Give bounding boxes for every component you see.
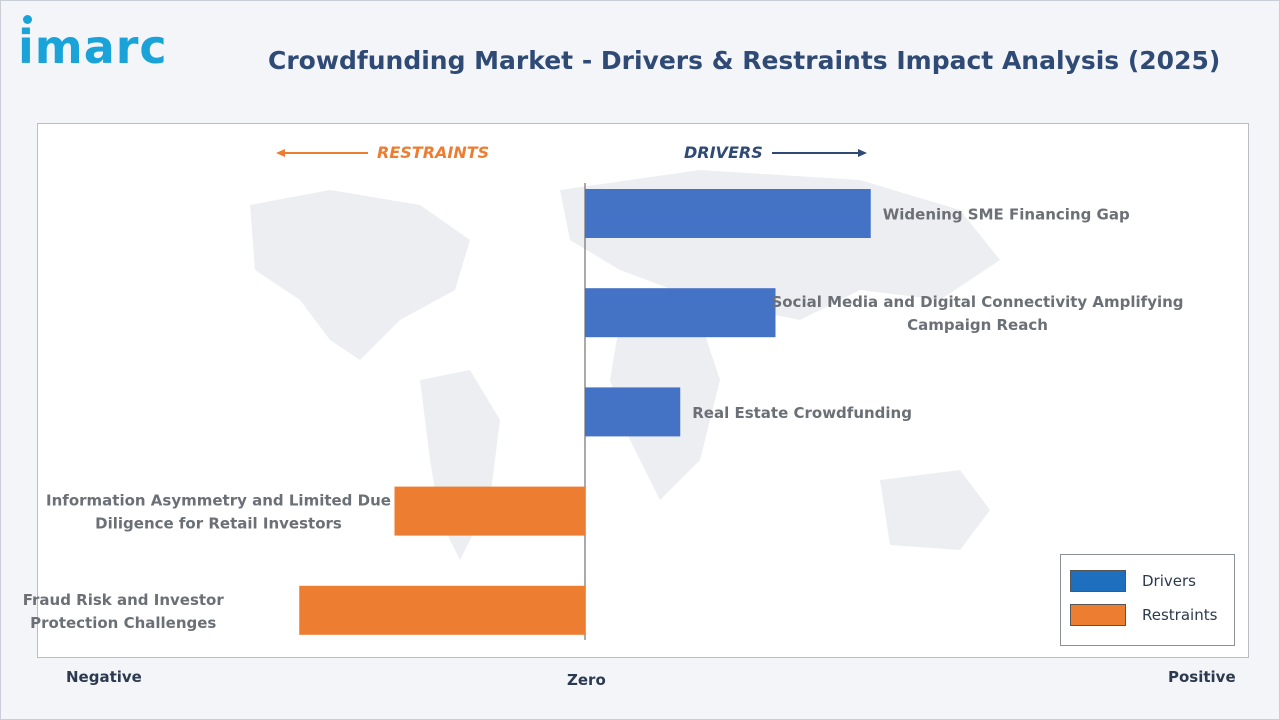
legend-item-restraints: Restraints [1070,603,1217,627]
bar-driver-1 [585,189,871,238]
legend-item-drivers: Drivers [1070,569,1196,593]
chart-title: Crowdfunding Market - Drivers & Restrain… [268,46,1221,75]
logo-dot [23,15,32,24]
axis-zero-label: Zero [567,671,606,689]
drivers-direction [772,149,867,157]
legend-label-drivers: Drivers [1142,572,1196,590]
bar-label-5-line-1: Fraud Risk and Investor [23,591,225,609]
bar-labels-group: Widening SME Financing Gap Social Media a… [23,206,1184,632]
bar-label-2-line-2: Campaign Reach [907,316,1048,334]
legend-swatch-restraints [1070,604,1126,626]
restraints-direction [276,149,368,157]
bar-driver-3 [585,387,681,437]
imarc-logo: imarc [18,20,168,74]
bar-label-2-line-1: Social Media and Digital Connectivity Am… [771,293,1183,311]
bar-label-4-line-2: Diligence for Retail Investors [95,515,342,533]
bar-restraint-5 [299,585,585,635]
axis-negative-label: Negative [66,668,142,686]
restraints-heading: RESTRAINTS [377,143,490,162]
bar-restraint-4 [394,486,585,536]
bar-label-3-line-1: Real Estate Crowdfunding [692,404,912,422]
axis-positive-label: Positive [1168,668,1236,686]
legend-label-restraints: Restraints [1142,606,1218,624]
bars-group [299,189,871,635]
drivers-heading: DRIVERS [684,143,763,162]
legend-swatch-drivers [1070,570,1126,592]
bar-driver-2 [585,288,776,338]
bar-label-4-line-1: Information Asymmetry and Limited Due [46,492,391,510]
bar-label-5-line-2: Protection Challenges [30,614,216,632]
bar-label-1-line-1: Widening SME Financing Gap [883,206,1130,224]
legend: Drivers Restraints [1060,554,1235,646]
